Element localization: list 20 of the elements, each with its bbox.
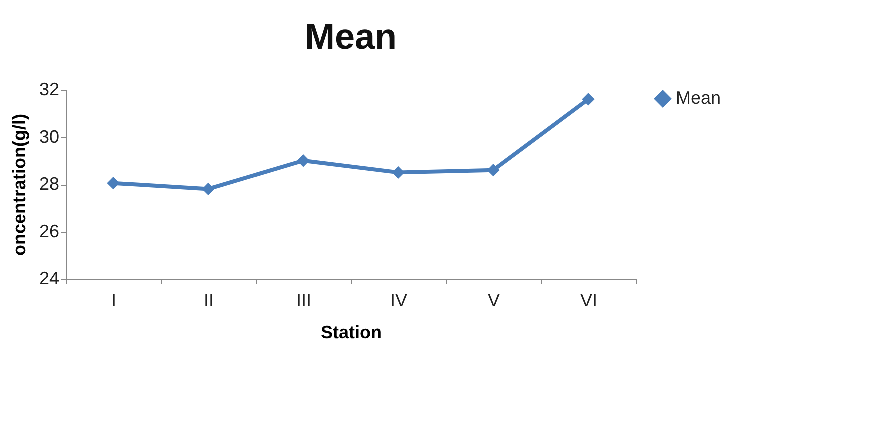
x-axis-title: Station (321, 322, 382, 342)
point (202, 182, 215, 196)
x-tick-label: II (204, 290, 214, 310)
y-tick-label: 28 (39, 174, 60, 194)
y-tick-label: 26 (39, 221, 60, 242)
y-axis-title: oncentration(g/l) (9, 114, 30, 256)
point (107, 176, 120, 190)
x-tick-label: V (488, 290, 500, 310)
point (582, 93, 595, 106)
chart-title: Mean (304, 16, 398, 57)
x-tick-label: IV (390, 290, 408, 310)
y-tick-label: 32 (39, 80, 60, 100)
x-tick-label: VI (580, 290, 598, 310)
legend-label: Mean (676, 88, 722, 108)
point (392, 166, 405, 180)
x-tick-label: III (296, 290, 312, 310)
y-tick-label: 24 (39, 268, 60, 288)
x-tick-label: I (111, 290, 117, 310)
y-tick-label: 30 (39, 126, 60, 147)
point (297, 154, 310, 168)
